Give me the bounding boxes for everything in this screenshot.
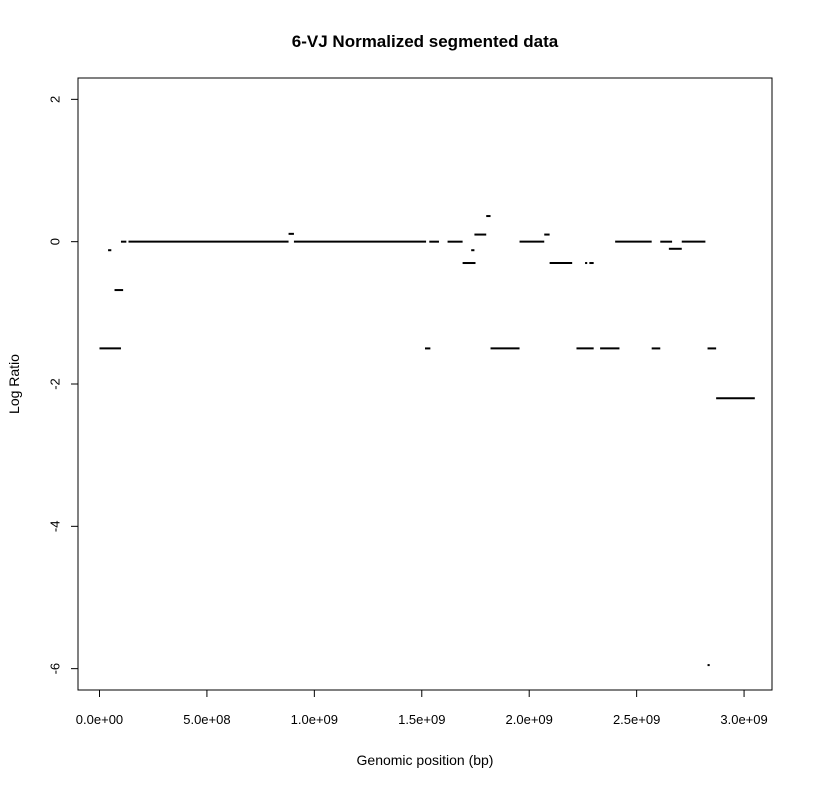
y-tick-label: -2	[48, 378, 63, 390]
y-tick-label: -4	[48, 521, 63, 533]
x-tick-label: 1.5e+09	[398, 712, 445, 727]
y-tick-label: -6	[48, 663, 63, 675]
data-segments	[99, 215, 755, 667]
x-tick-label: 3.0e+09	[720, 712, 767, 727]
x-tick-label: 1.0e+09	[291, 712, 338, 727]
x-tick-label: 5.0e+08	[183, 712, 230, 727]
y-axis: 2 0 -2 -4 -6	[48, 96, 79, 675]
y-axis-title: Log Ratio	[6, 354, 22, 414]
y-tick-label: 0	[48, 238, 63, 245]
x-tick-label: 2.5e+09	[613, 712, 660, 727]
x-axis-title: Genomic position (bp)	[357, 752, 494, 768]
chart-title: 6-VJ Normalized segmented data	[292, 32, 559, 51]
plot-frame	[77, 77, 773, 691]
x-tick-label: 2.0e+09	[506, 712, 553, 727]
y-tick-label: 2	[48, 96, 63, 103]
x-tick-label: 0.0e+00	[76, 712, 123, 727]
x-axis: 0.0e+00 5.0e+08 1.0e+09 1.5e+09 2.0e+09 2.5e+…	[76, 689, 768, 727]
